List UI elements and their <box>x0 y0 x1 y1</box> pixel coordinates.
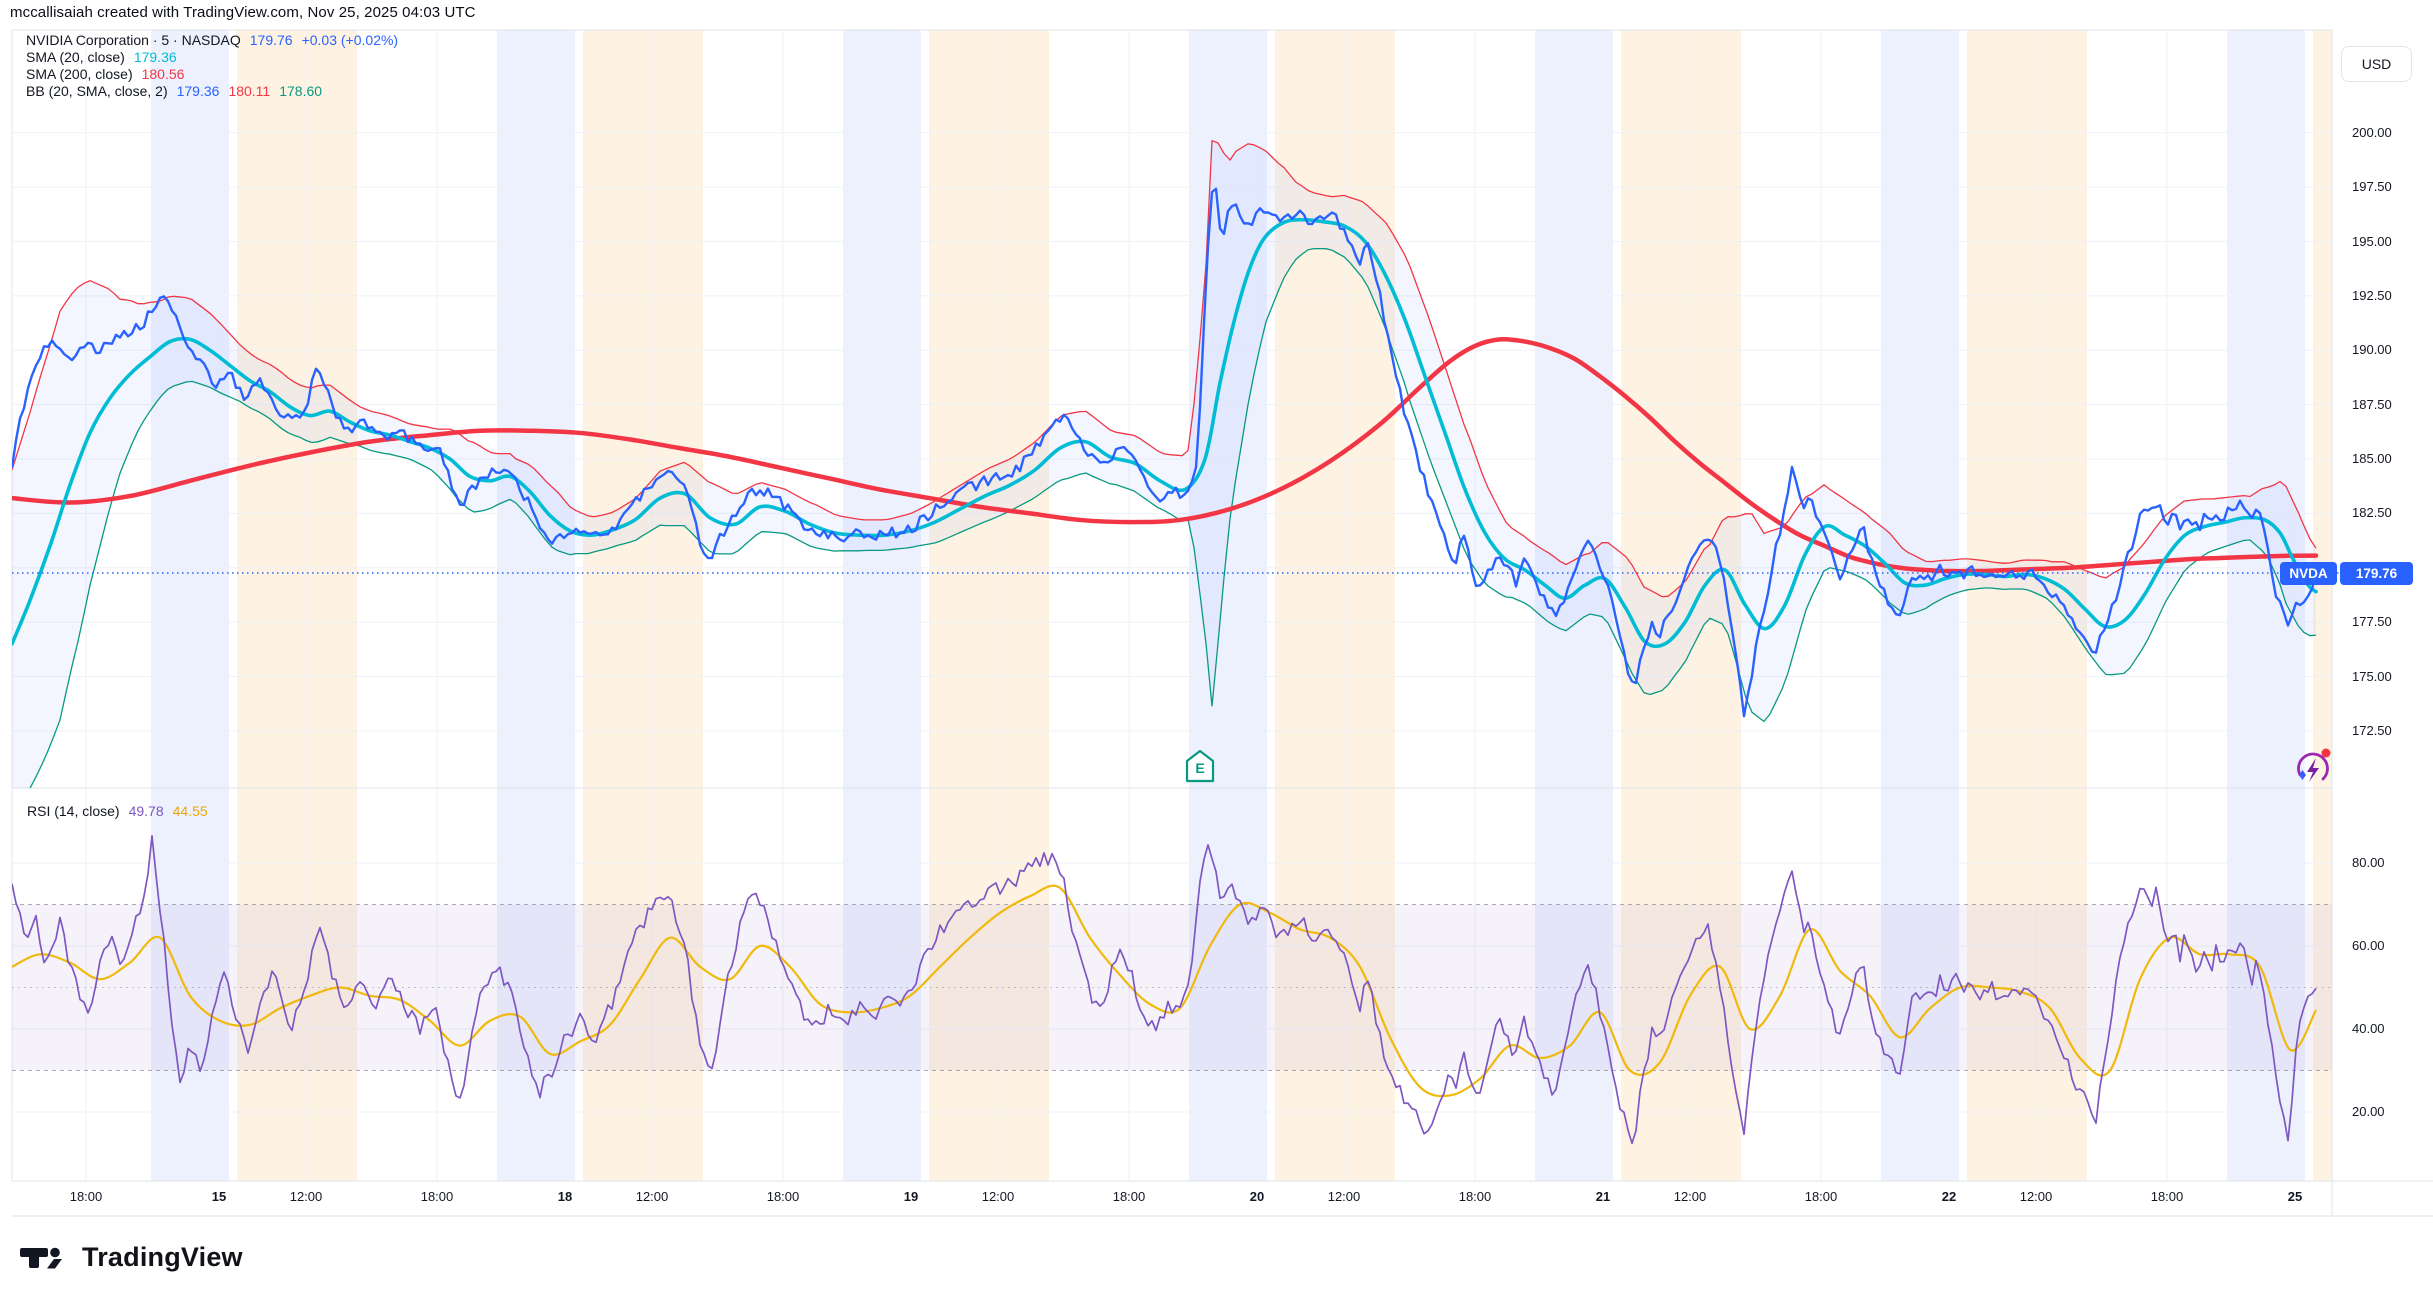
price-line <box>12 187 2318 718</box>
current-price-badge: 179.76 <box>2340 561 2413 585</box>
rsi-tick-label: 20.00 <box>2352 1104 2385 1119</box>
time-tick-label: 15 <box>211 1189 227 1204</box>
time-tick-label: 18:00 <box>420 1189 454 1204</box>
earnings-marker-label: E <box>1195 760 1204 776</box>
price-tick-label: 195.00 <box>2352 233 2392 249</box>
legend-rsi-row[interactable]: RSI (14, close) 49.78 44.55 <box>27 803 208 819</box>
symbol-change: +0.03 (+0.02%) <box>301 32 399 48</box>
price-tick-label: 187.50 <box>2352 396 2392 412</box>
bb-label: BB (20, SMA, close, 2) <box>26 83 168 99</box>
bollinger-lower-line <box>29 247 2317 788</box>
rsi-tick-label: 80.00 <box>2352 855 2385 870</box>
price-tick-label: 177.50 <box>2352 614 2392 630</box>
rsi-pane <box>12 835 2332 1145</box>
symbol-price-label-badge: NVDA <box>2280 561 2337 585</box>
price-tick-label: 172.50 <box>2352 722 2392 738</box>
price-tick-label: 182.50 <box>2352 505 2392 521</box>
session-band <box>2227 30 2305 1181</box>
time-tick-label: 18:00 <box>69 1189 103 1204</box>
session-band <box>2313 30 2332 1181</box>
rsi-ma-value: 44.55 <box>172 803 208 819</box>
price-tick-label: 190.00 <box>2352 342 2392 358</box>
rsi-tick-label: 40.00 <box>2352 1021 2385 1036</box>
rsi-ma-line <box>12 884 2317 1098</box>
time-tick-label: 12:00 <box>1327 1189 1361 1204</box>
time-tick-label: 18 <box>557 1189 573 1204</box>
snapshot-brand-icon <box>2297 748 2331 782</box>
price-pane <box>12 139 2319 788</box>
session-band <box>583 30 703 1181</box>
time-tick-label: 18:00 <box>1458 1189 1492 1204</box>
tradingview-logo-text: TradingView <box>82 1241 243 1272</box>
time-tick-label: 12:00 <box>635 1189 669 1204</box>
header-attribution: mccallisaiah created with TradingView.co… <box>10 4 476 21</box>
symbol-badge-text: NVDA <box>2289 565 2328 581</box>
time-tick-label: 18:00 <box>1804 1189 1838 1204</box>
time-tick-label: 12:00 <box>1673 1189 1707 1204</box>
time-tick-label: 19 <box>903 1189 919 1204</box>
price-tick-label: 185.00 <box>2352 451 2392 467</box>
time-tick-label: 18:00 <box>2150 1189 2184 1204</box>
price-tick-label: 175.00 <box>2352 668 2392 684</box>
legend-sma20-row[interactable]: SMA (20, close) 179.36 <box>26 49 398 66</box>
price-tick-label: 200.00 <box>2352 124 2392 140</box>
time-tick-label: 18:00 <box>766 1189 800 1204</box>
rsi-label: RSI (14, close) <box>27 803 120 819</box>
price-tick-label: 197.50 <box>2352 179 2392 195</box>
time-tick-label: 21 <box>1595 1189 1611 1204</box>
sma20-label: SMA (20, close) <box>26 49 125 65</box>
sma200-line <box>12 336 2319 574</box>
session-band <box>929 30 1049 1181</box>
rsi-tick-label: 60.00 <box>2352 938 2385 953</box>
tradingview-logo-icon <box>20 1247 62 1269</box>
symbol-title: NVIDIA Corporation · 5 · NASDAQ <box>26 32 241 48</box>
time-tick-label: 12:00 <box>289 1189 323 1204</box>
sma200-label: SMA (200, close) <box>26 66 133 82</box>
bb-basis-value: 179.36 <box>176 83 220 99</box>
sma20-value: 179.36 <box>133 49 177 65</box>
price-tick-label: 192.50 <box>2352 287 2392 303</box>
legend-bb-row[interactable]: BB (20, SMA, close, 2) 179.36 180.11 178… <box>26 83 398 100</box>
earnings-marker[interactable]: E <box>1185 749 1215 783</box>
time-tick-label: 25 <box>2287 1189 2303 1204</box>
session-band <box>843 30 921 1181</box>
time-tick-label: 12:00 <box>981 1189 1015 1204</box>
session-band <box>151 30 229 1181</box>
sma200-value: 180.56 <box>141 66 185 82</box>
time-tick-label: 18:00 <box>1112 1189 1146 1204</box>
bollinger-fill <box>12 140 2316 788</box>
bollinger-upper-line <box>12 139 2317 598</box>
price-badge-text: 179.76 <box>2355 565 2398 581</box>
rsi-line <box>12 835 2317 1145</box>
rsi-value: 49.78 <box>128 803 164 819</box>
tradingview-logo[interactable]: TradingView <box>20 1240 243 1274</box>
legend-symbol-row[interactable]: NVIDIA Corporation · 5 · NASDAQ 179.76 +… <box>26 32 398 49</box>
time-tick-label: 20 <box>1249 1189 1265 1204</box>
indicator-legend: NVIDIA Corporation · 5 · NASDAQ 179.76 +… <box>26 32 398 100</box>
time-tick-label: 22 <box>1941 1189 1957 1204</box>
bb-lower-value: 178.60 <box>279 83 323 99</box>
symbol-last-price: 179.76 <box>249 32 293 48</box>
sma20-line <box>12 217 2318 649</box>
session-band <box>1621 30 1741 1181</box>
bb-upper-value: 180.11 <box>228 83 271 99</box>
session-band <box>237 30 357 1181</box>
rsi-band-fill <box>12 904 2332 1071</box>
legend-sma200-row[interactable]: SMA (200, close) 180.56 <box>26 66 398 83</box>
time-tick-label: 12:00 <box>2019 1189 2053 1204</box>
currency-button[interactable]: USD <box>2341 46 2412 82</box>
